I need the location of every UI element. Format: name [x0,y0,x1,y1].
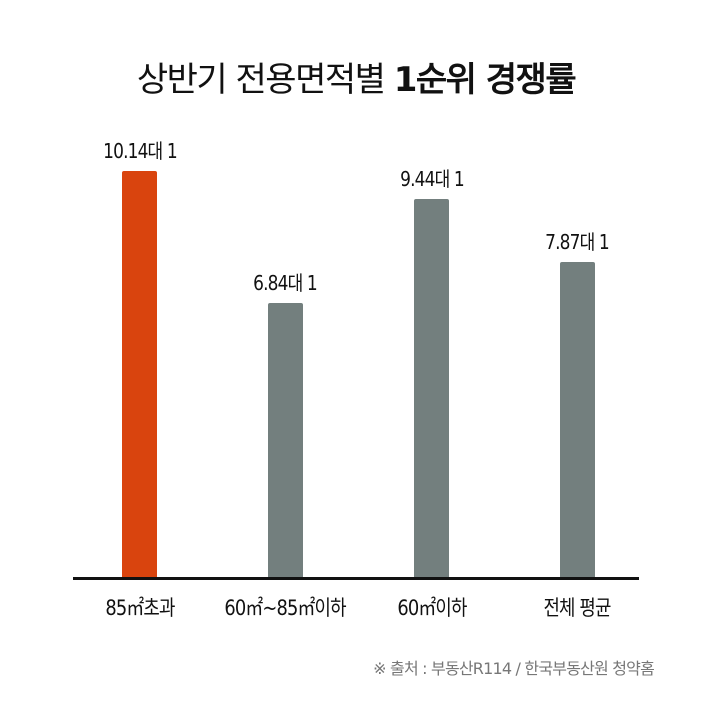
source-note: ※ 출처 : 부동산R114 / 한국부동산원 청약홈 [373,659,655,678]
x-axis-line [73,577,639,580]
category-label: 전체 평균 [543,596,611,620]
chart-title-bold: 1순위 경쟁률 [393,60,577,100]
bar [267,303,303,577]
category-label: 60㎡이하 [396,596,467,620]
bar-value-label: 7.87대 1 [545,230,610,254]
bar-value-label: 6.84대 1 [253,271,318,295]
bar [559,262,595,577]
bar-value-label: 10.14대 1 [102,139,178,163]
bar [122,171,157,577]
chart-title-regular: 상반기 전용면적별 [136,60,394,100]
category-label: 60㎡~85㎡이하 [224,596,346,620]
chart-title: 상반기 전용면적별 1순위 경쟁률 [0,52,712,101]
bar [414,199,449,577]
bar-value-label: 9.44대 1 [399,167,465,191]
category-label: 85㎡초과 [104,596,175,620]
